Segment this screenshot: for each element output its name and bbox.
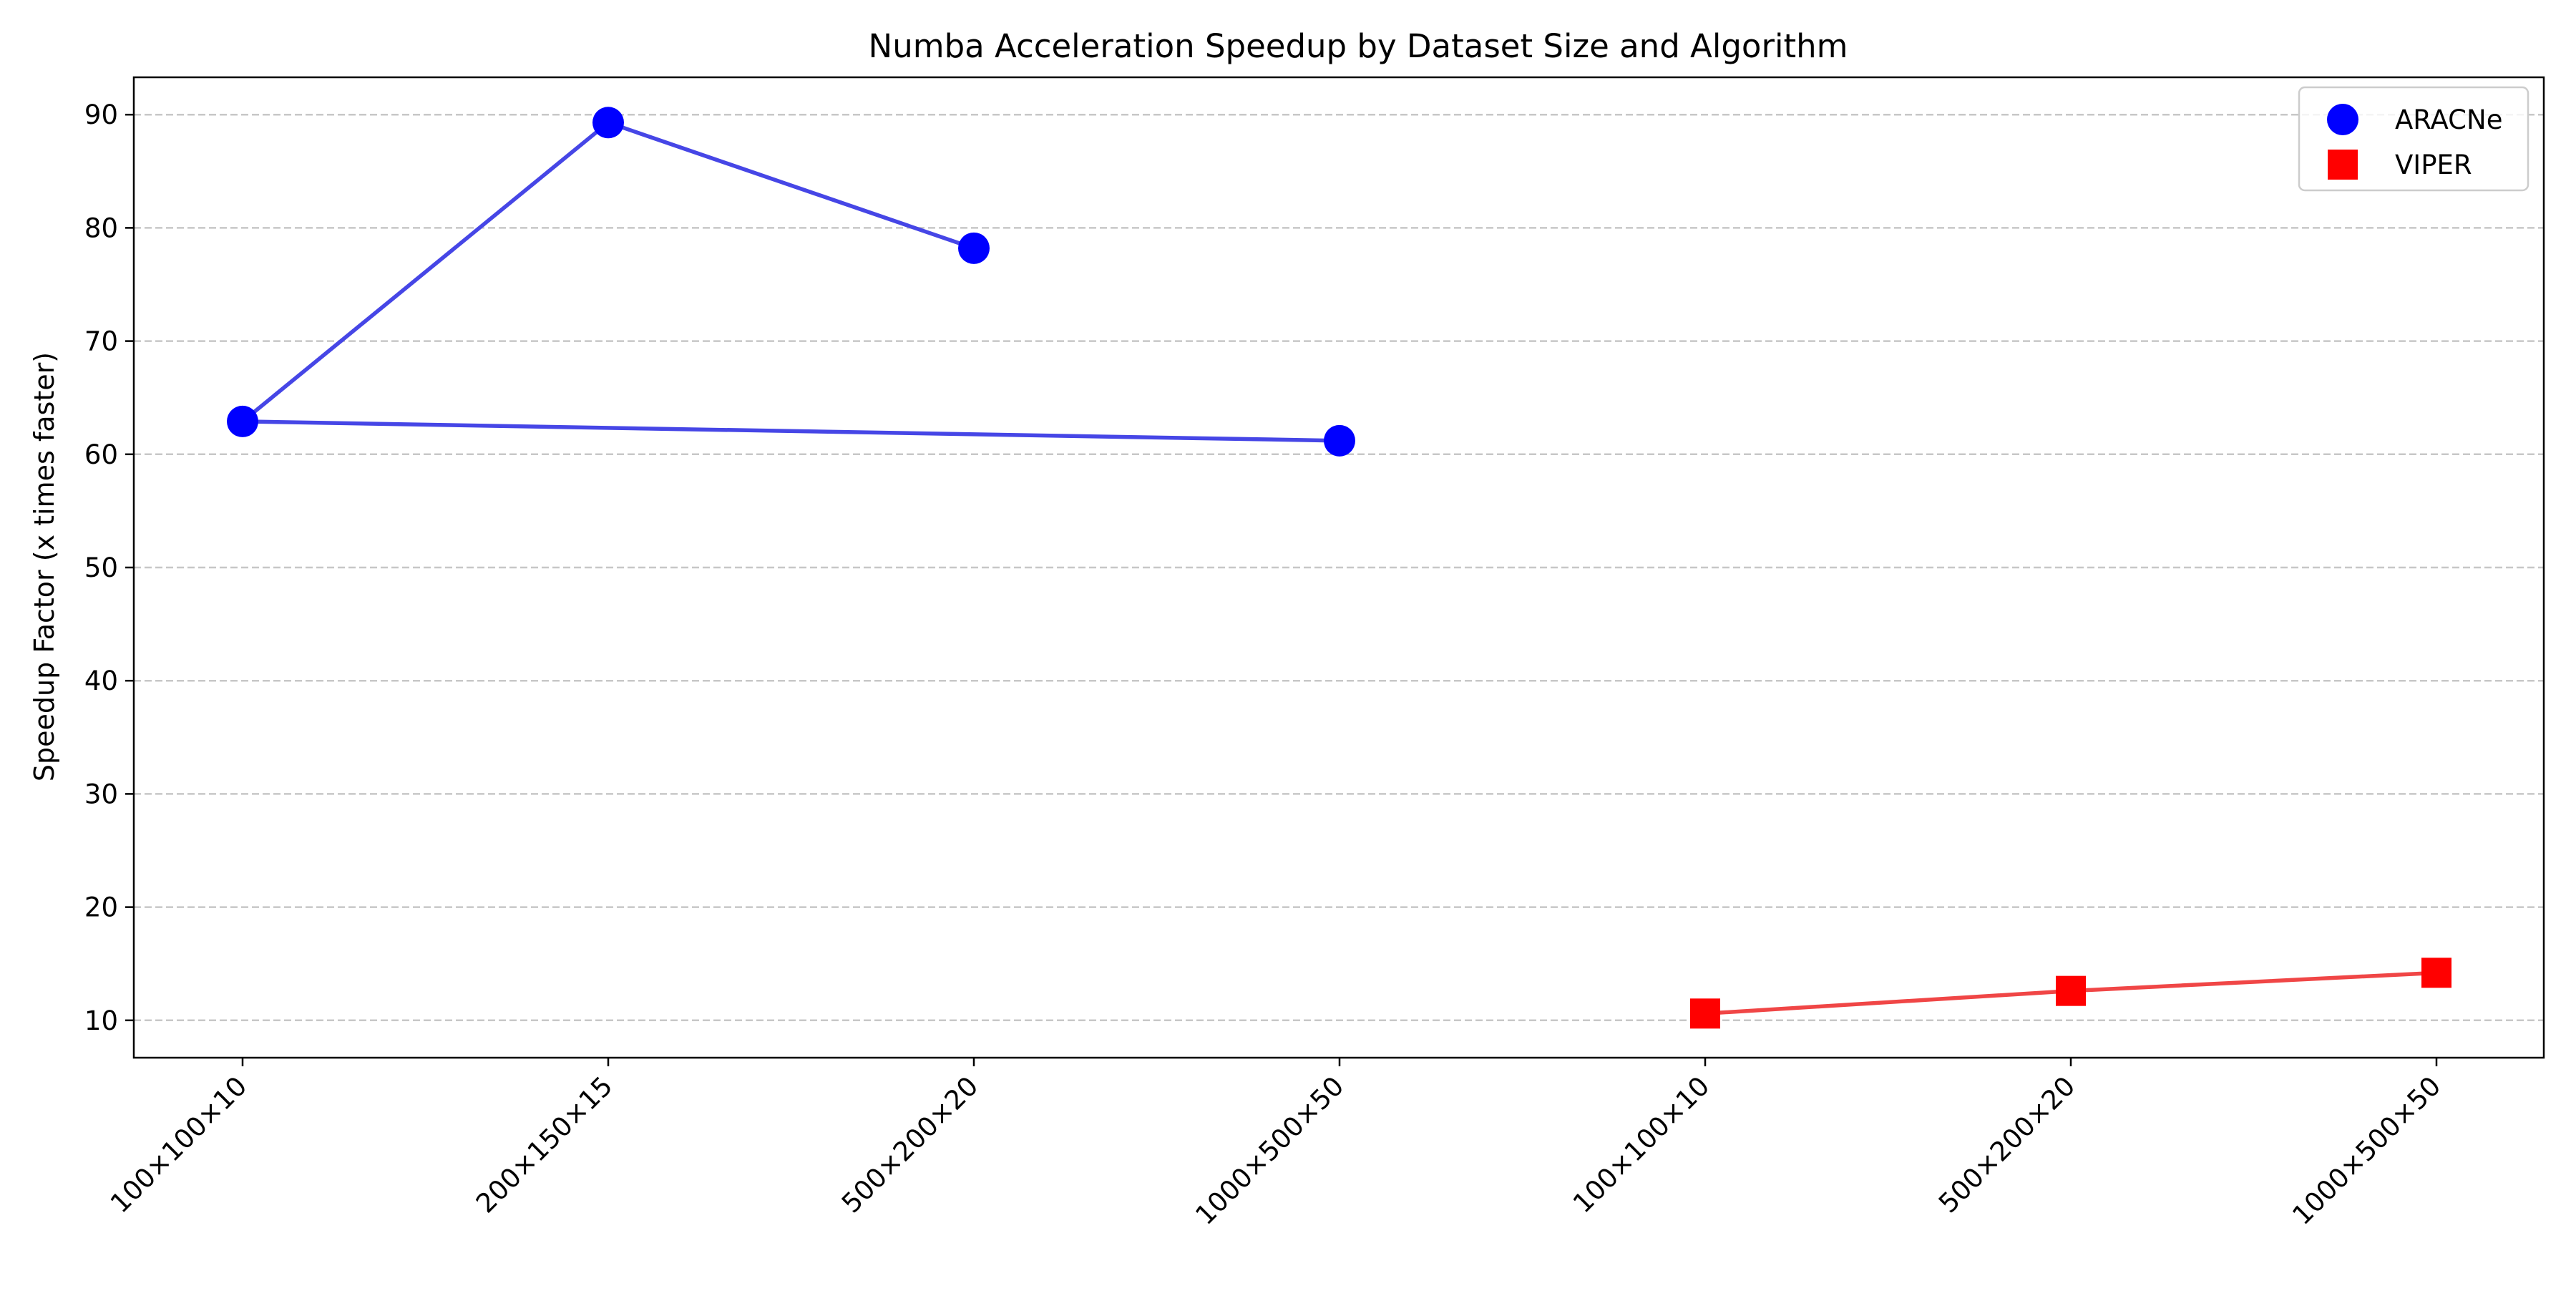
data-point-aracne-2 bbox=[958, 232, 990, 264]
x-tick-label-5: 500×200×20 bbox=[1933, 1071, 2081, 1219]
y-axis-title: Speedup Factor (x times faster) bbox=[29, 352, 60, 781]
x-tick-label-6: 1000×500×50 bbox=[2286, 1071, 2446, 1231]
gridlines bbox=[134, 113, 2544, 1022]
y-tick-label-40: 40 bbox=[84, 666, 118, 696]
chart-title: Numba Acceleration Speedup by Dataset Si… bbox=[869, 27, 1848, 65]
data-point-viper-2 bbox=[2421, 958, 2451, 988]
data-point-aracne-0 bbox=[227, 405, 258, 437]
y-tick-label-30: 30 bbox=[84, 779, 118, 809]
x-tick-label-0: 100×100×10 bbox=[104, 1071, 253, 1219]
data-point-aracne-3 bbox=[1324, 424, 1355, 457]
data-point-viper-1 bbox=[2056, 975, 2086, 1006]
legend-label-viper: VIPER bbox=[2395, 150, 2472, 180]
y-tick-label-10: 10 bbox=[84, 1005, 118, 1036]
y-tick-label-20: 20 bbox=[84, 892, 118, 923]
legend-label-aracne: ARACNe bbox=[2395, 104, 2502, 135]
y-tick-label-60: 60 bbox=[84, 439, 118, 470]
data-point-viper-0 bbox=[1690, 998, 1720, 1029]
legend: ARACNe VIPER bbox=[2298, 86, 2529, 192]
x-tick-label-3: 1000×500×50 bbox=[1189, 1071, 1350, 1231]
y-tick-label-90: 90 bbox=[84, 99, 118, 130]
data-point-aracne-1 bbox=[592, 107, 624, 139]
legend-marker-aracne bbox=[2327, 104, 2358, 135]
y-tick-label-80: 80 bbox=[84, 213, 118, 243]
series-line-aracne bbox=[240, 120, 1340, 443]
x-tick-label-4: 100×100×10 bbox=[1567, 1071, 1715, 1219]
x-tick-label-1: 200×150×15 bbox=[470, 1071, 618, 1219]
y-tick-label-50: 50 bbox=[84, 552, 118, 583]
x-axis-ticks: 100×100×10 200×150×15 500×200×20 1000×500×5… bbox=[104, 1058, 2446, 1231]
y-tick-label-70: 70 bbox=[84, 326, 118, 357]
legend-marker-viper bbox=[2328, 150, 2358, 180]
y-axis-ticks: 10 20 30 40 50 60 70 80 90 bbox=[84, 99, 134, 1036]
series-markers bbox=[227, 107, 2451, 1029]
x-tick-label-2: 500×200×20 bbox=[836, 1071, 984, 1219]
